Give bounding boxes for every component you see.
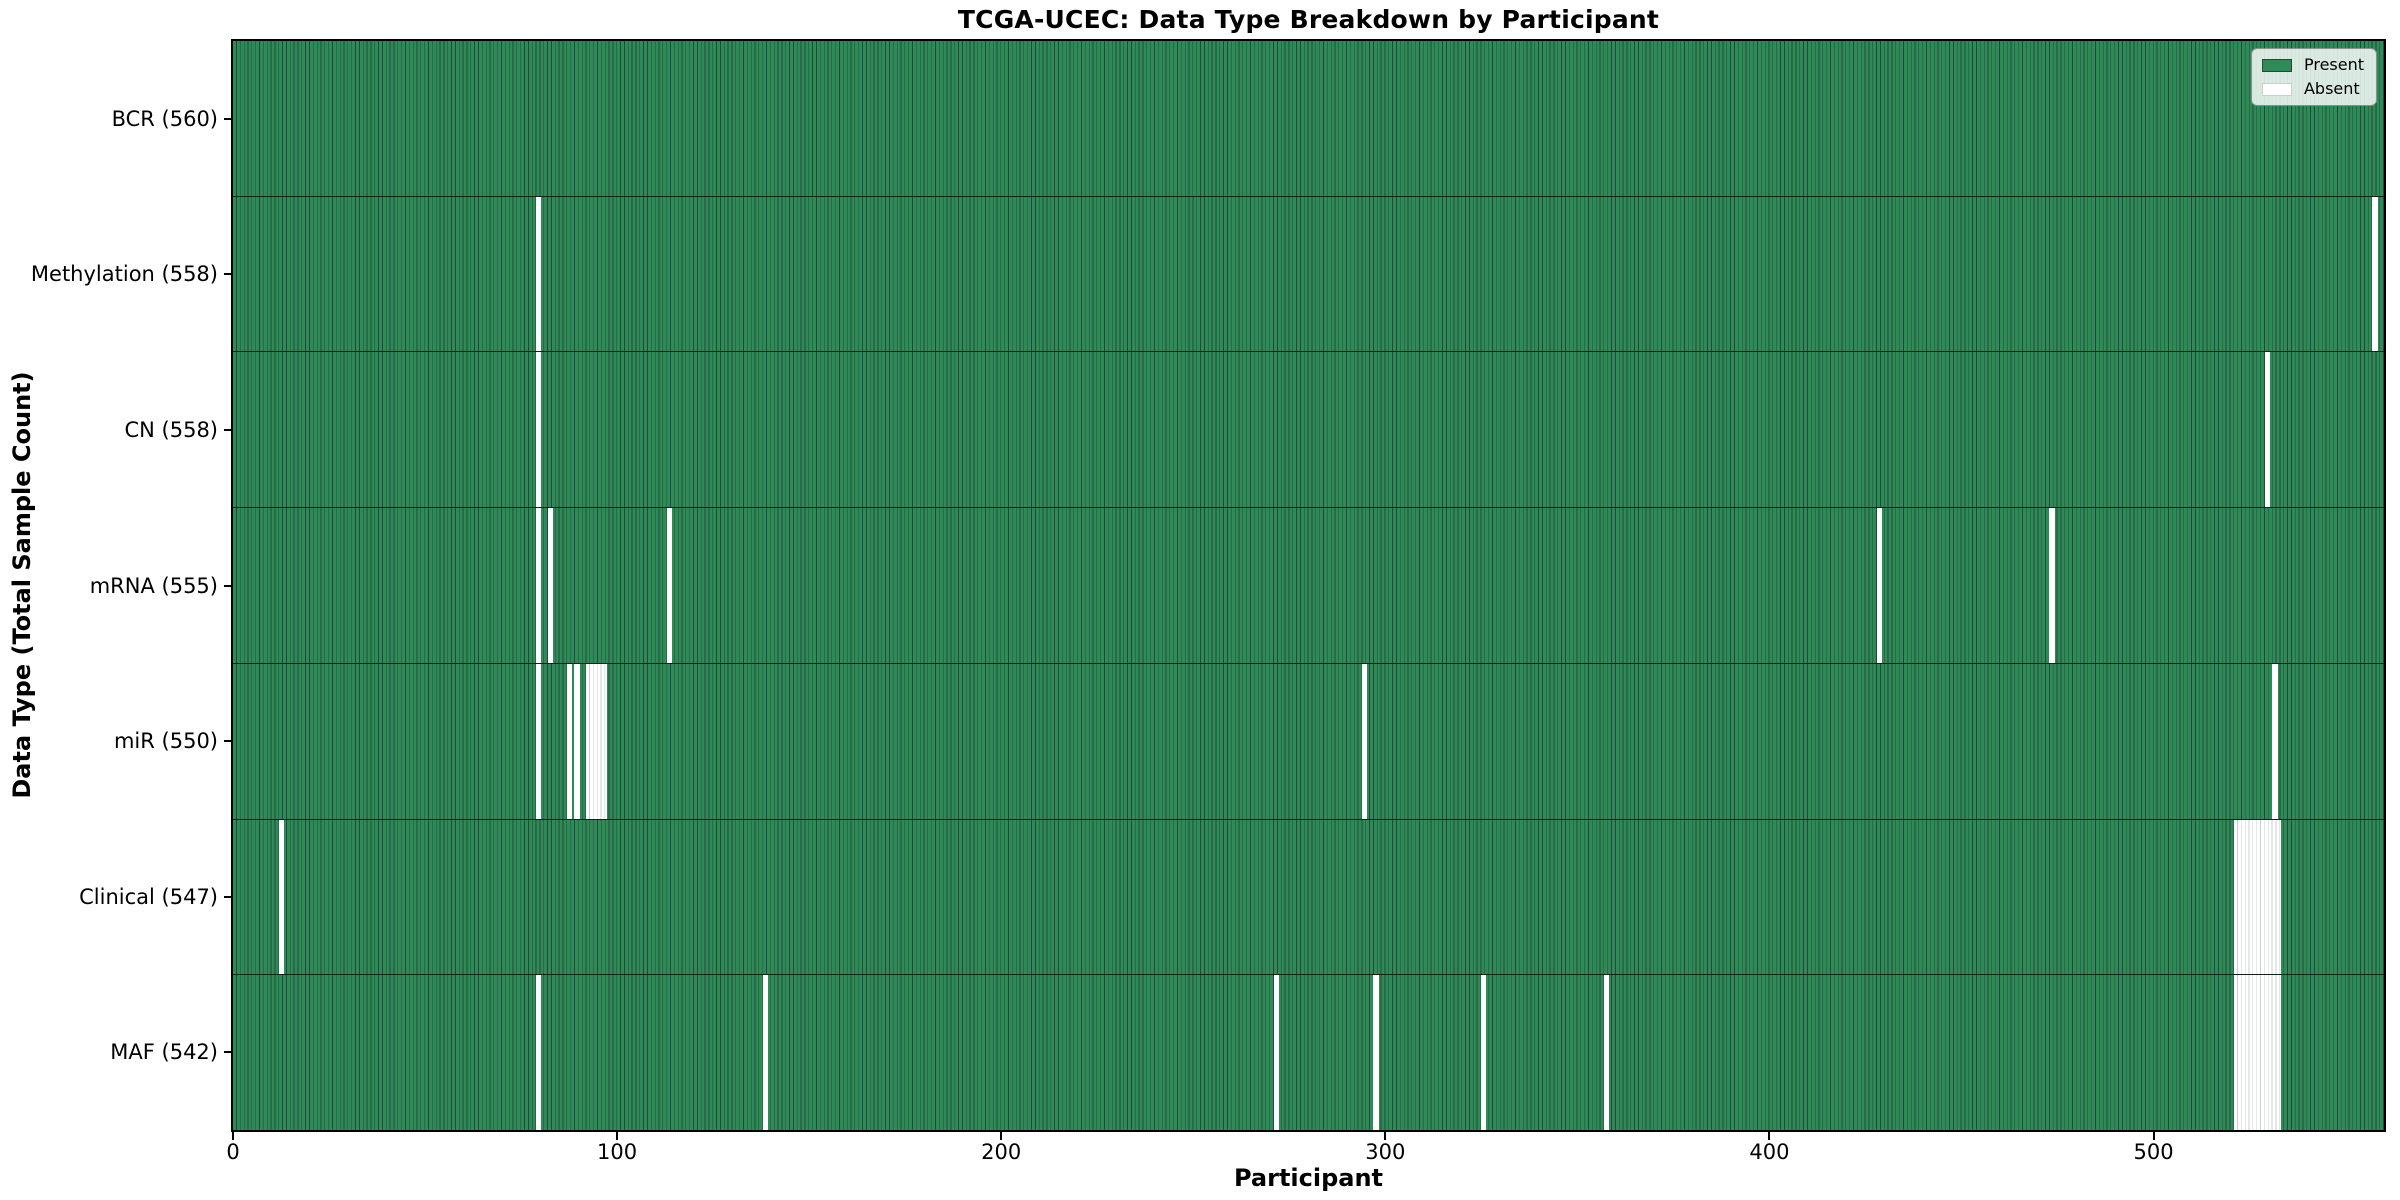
y-tick-label-miR: miR (550) [113, 729, 218, 754]
x-tick-mark [1384, 1130, 1387, 1140]
absent-marker [566, 663, 573, 819]
absent-marker [536, 352, 542, 508]
y-tick-label-CN: CN (558) [124, 417, 218, 442]
absent-marker [1480, 975, 1487, 1131]
y-tick-label-Clinical: Clinical (547) [79, 884, 218, 909]
x-tick-label-100: 100 [597, 1140, 638, 1164]
y-tick-mark [224, 117, 233, 120]
row-band-BCR [233, 41, 2384, 196]
absent-marker [278, 819, 285, 975]
absent-marker [536, 975, 542, 1131]
x-tick-mark [2152, 1130, 2155, 1140]
x-tick-label-300: 300 [1365, 1140, 1406, 1164]
x-tick-label-0: 0 [226, 1140, 240, 1164]
y-tick-label-Methylation: Methylation (558) [30, 262, 218, 287]
y-tick-mark [224, 1051, 233, 1054]
x-tick-label-500: 500 [2133, 1140, 2174, 1164]
x-axis-label: Participant [1233, 1164, 1384, 1192]
y-tick-mark [224, 584, 233, 587]
y-tick-label-MAF: MAF (542) [110, 1040, 218, 1065]
absent-marker [1876, 508, 1883, 663]
absent-marker [1603, 975, 1610, 1131]
legend-label-present: Present [2303, 55, 2364, 74]
x-tick-mark [616, 1130, 619, 1140]
absent-marker [1373, 975, 1379, 1131]
row-band-CN [233, 351, 2384, 508]
y-tick-mark [224, 428, 233, 431]
row-band-miR [233, 662, 2384, 819]
absent-marker [536, 196, 542, 352]
absent-marker [547, 508, 553, 663]
x-tick-mark [232, 1130, 234, 1140]
row-band-Methylation [233, 195, 2384, 352]
absent-marker [1361, 663, 1368, 819]
absent-marker [2372, 196, 2378, 352]
row-band-mRNA [233, 507, 2384, 663]
x-tick-label-400: 400 [1749, 1140, 1790, 1164]
absent-swatch-icon [2261, 82, 2292, 96]
row-band-Clinical [233, 818, 2384, 975]
x-tick-label-200: 200 [981, 1140, 1022, 1164]
absent-marker [536, 663, 542, 819]
legend-entry-absent: Absent [2261, 79, 2364, 98]
y-tick-label-BCR: BCR (560) [111, 106, 218, 131]
absent-marker [2233, 975, 2282, 1131]
present-swatch-icon [2261, 58, 2292, 72]
absent-marker [2264, 352, 2270, 508]
x-tick-mark [1000, 1130, 1003, 1140]
x-tick-mark [1768, 1130, 1771, 1140]
y-tick-mark [224, 740, 233, 743]
absent-marker [2233, 819, 2282, 975]
absent-marker [1273, 975, 1279, 1131]
absent-marker [585, 663, 607, 819]
absent-marker [762, 975, 769, 1131]
absent-marker [536, 508, 542, 663]
y-tick-mark [224, 273, 233, 276]
chart-title: TCGA-UCEC: Data Type Breakdown by Partic… [957, 5, 1660, 34]
absent-marker [2272, 663, 2278, 819]
legend-entry-present: Present [2261, 55, 2364, 74]
y-tick-mark [224, 895, 233, 898]
legend: Present Absent [2250, 48, 2377, 106]
y-tick-label-mRNA: mRNA (555) [89, 573, 218, 598]
row-band-MAF [233, 974, 2384, 1131]
absent-marker [574, 663, 580, 819]
plot-area: Present Absent [231, 39, 2386, 1132]
absent-marker [2049, 508, 2055, 663]
legend-label-absent: Absent [2303, 79, 2360, 98]
absent-marker [666, 508, 673, 663]
